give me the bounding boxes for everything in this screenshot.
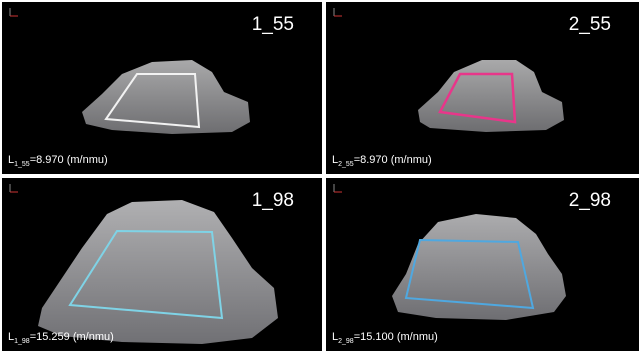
rock [418,60,564,132]
rock [82,60,250,134]
label-sub: 2_98 [338,338,354,345]
panel-label: L2_98=15.100 (m/nmu) [332,331,438,345]
label-value: =15.259 (m/nmu) [30,331,114,343]
panel-title: 2_98 [569,190,611,212]
label-sub: 1_55 [14,161,30,168]
page: {"panels": [ {"title": "1_55", "label_ma… [0,0,641,353]
panel-title: 1_98 [252,190,294,212]
panel-label: L1_55=8.970 (m/nmu) [8,154,108,168]
rock [38,200,278,344]
panel: 1_98 L1_98=15.259 (m/nmu) [2,178,322,351]
label-value: =15.100 (m/nmu) [354,331,438,343]
panel-title: 1_55 [252,14,294,36]
panel-title: 2_55 [569,14,611,36]
label-value: =8.970 (m/nmu) [354,154,432,166]
label-sub: 2_55 [338,161,354,168]
label-sub: 1_98 [14,338,30,345]
panel: 1_55 L1_55=8.970 (m/nmu) [2,2,322,174]
panel: 2_98 L2_98=15.100 (m/nmu) [326,178,639,351]
label-value: =8.970 (m/nmu) [30,154,108,166]
panel-label: L1_98=15.259 (m/nmu) [8,331,114,345]
panel-label: L2_55=8.970 (m/nmu) [332,154,432,168]
panel: 2_55 L2_55=8.970 (m/nmu) [326,2,639,174]
